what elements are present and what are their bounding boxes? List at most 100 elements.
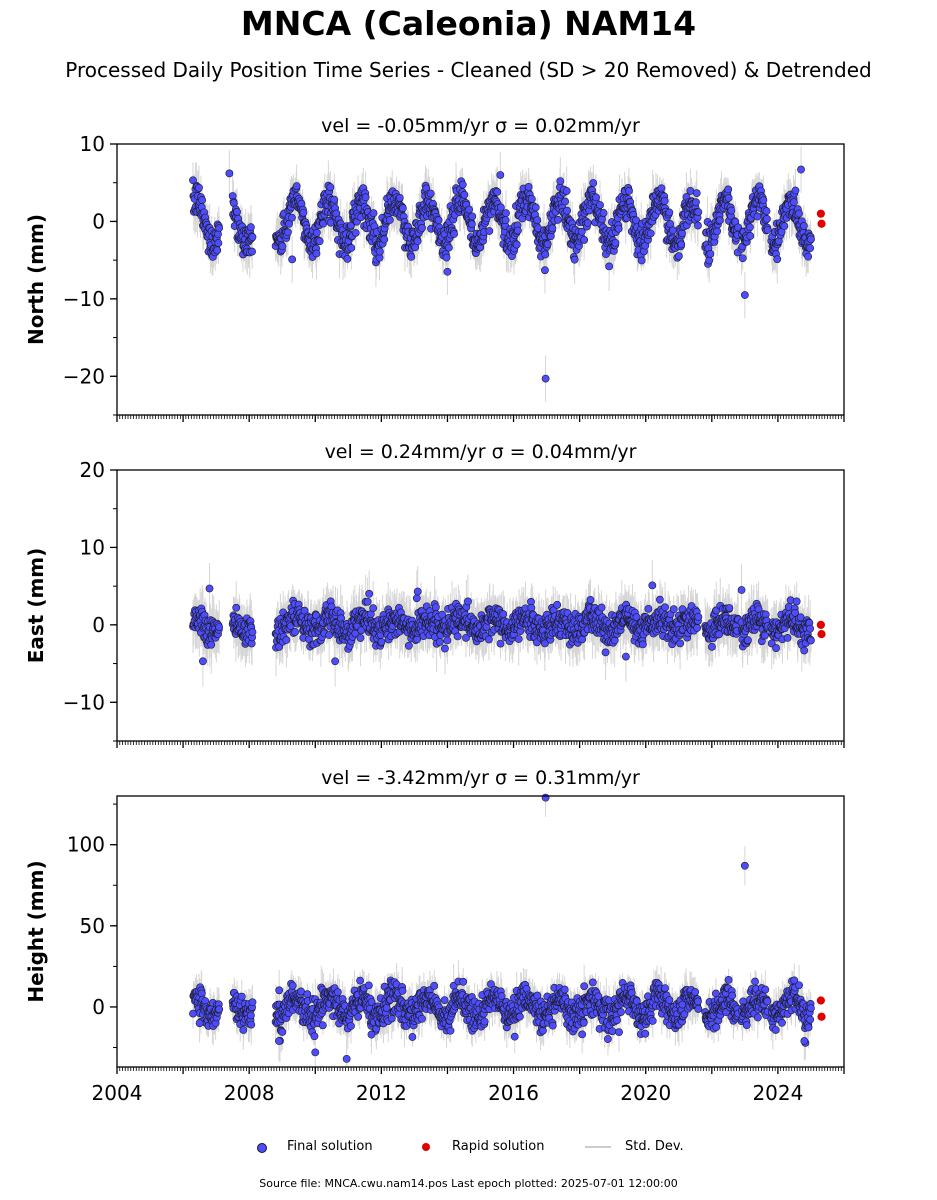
final-solution-point <box>365 589 374 598</box>
y-axis-label-east: East (mm) <box>24 548 48 664</box>
final-solution-point <box>763 214 771 223</box>
final-solution-point <box>501 216 510 225</box>
rapid-solution-point <box>817 219 826 228</box>
final-solution-point <box>583 219 592 227</box>
final-solution-point <box>284 228 292 237</box>
final-solution-point <box>773 255 782 264</box>
final-solution-point <box>541 266 549 275</box>
final-solution-point <box>385 216 394 224</box>
final-solution-point <box>233 207 241 216</box>
final-solution-point <box>468 212 477 221</box>
std-dev-bars-north <box>192 146 812 402</box>
final-solution-point <box>514 226 522 235</box>
final-solution-point <box>692 198 700 207</box>
final-solution-point <box>753 212 762 221</box>
final-solution-point <box>291 628 299 636</box>
final-solution-point <box>282 636 291 644</box>
final-solution-point <box>562 187 571 195</box>
final-solution-point <box>450 230 458 238</box>
final-solution-point <box>599 209 608 217</box>
final-solution-point <box>496 171 505 179</box>
final-solution-point <box>561 197 569 206</box>
final-solution-point <box>724 194 733 202</box>
final-solution-point <box>468 220 476 229</box>
final-solution-point <box>611 238 620 247</box>
final-solution-point <box>524 182 533 191</box>
final-solution-point <box>351 228 360 237</box>
final-solution-point <box>343 254 352 263</box>
y-axis-label-north: North (mm) <box>24 214 48 345</box>
final-solution-point <box>214 239 223 247</box>
final-solution-point <box>543 240 552 249</box>
final-solution-point <box>746 232 755 240</box>
final-solution-point <box>485 227 494 235</box>
final-solution-point <box>369 209 378 218</box>
final-solution-point <box>312 249 321 258</box>
final-solution-point <box>356 634 365 642</box>
final-solution-point <box>442 253 451 262</box>
final-solution-point <box>248 247 256 256</box>
final-solution-point <box>694 208 703 216</box>
final-solution-point <box>215 623 224 631</box>
final-solution-point <box>692 189 701 198</box>
final-solution-point <box>677 240 686 249</box>
final-solution-point <box>592 193 600 202</box>
final-solution-point <box>669 226 677 235</box>
final-solution-point <box>361 193 370 202</box>
final-solution-point <box>694 221 702 230</box>
final-solution-point <box>724 185 733 194</box>
final-solution-point <box>713 227 722 236</box>
final-solution-point <box>215 224 224 233</box>
final-solution-point <box>312 228 321 237</box>
final-solution-point <box>512 240 521 249</box>
final-solution-point <box>527 194 536 203</box>
final-solution-point <box>806 244 815 253</box>
final-solution-point <box>740 291 749 299</box>
final-solution-point <box>213 246 222 255</box>
final-solution-point <box>637 256 646 265</box>
final-solution-point <box>570 255 579 264</box>
final-solution-point <box>605 262 614 271</box>
final-solution-point <box>407 252 416 261</box>
final-solution-point <box>706 249 715 258</box>
final-solution-point <box>625 187 633 195</box>
final-solution-point <box>418 224 426 232</box>
final-solution-point <box>556 177 565 185</box>
final-solution-point <box>577 227 586 236</box>
final-solution-point <box>727 206 736 215</box>
final-solution-point <box>795 209 803 218</box>
final-solution-point <box>434 216 443 225</box>
final-solution-point <box>363 597 372 606</box>
y-tick-label: −10 <box>63 287 105 311</box>
panel-title-north: vel = -0.05mm/yr σ = 0.02mm/yr <box>321 115 640 137</box>
final-solution-point <box>502 209 510 218</box>
final-solution-point <box>278 242 287 251</box>
final-solution-point <box>614 224 623 233</box>
final-solution-point <box>493 187 502 196</box>
final-solution-point <box>380 235 389 244</box>
final-solution-point <box>797 165 805 174</box>
final-solution-point <box>443 267 452 276</box>
final-solution-point <box>248 628 257 636</box>
final-solution-point <box>198 196 207 204</box>
chart-title: MNCA (Caleonia) NAM14 <box>240 4 697 43</box>
final-solution-point <box>791 186 800 195</box>
final-solution-point <box>541 374 550 383</box>
y-tick-label: 10 <box>80 132 105 156</box>
panel-title-east: vel = 0.24mm/yr σ = 0.04mm/yr <box>325 441 637 463</box>
final-solution-point <box>326 183 335 192</box>
final-solution-point <box>369 604 378 613</box>
final-solution-point <box>413 237 422 246</box>
final-solution-point <box>531 203 540 212</box>
final-solution-point <box>759 196 768 205</box>
final-solution-point <box>541 250 550 259</box>
final-solution-point <box>589 179 598 187</box>
final-solution-point <box>665 208 674 217</box>
final-solution-points-north <box>189 165 815 383</box>
final-solution-point <box>248 233 257 241</box>
final-solution-point <box>232 603 241 612</box>
final-solution-point <box>225 169 234 178</box>
chart-subtitle: Processed Daily Position Time Series - C… <box>65 58 872 82</box>
